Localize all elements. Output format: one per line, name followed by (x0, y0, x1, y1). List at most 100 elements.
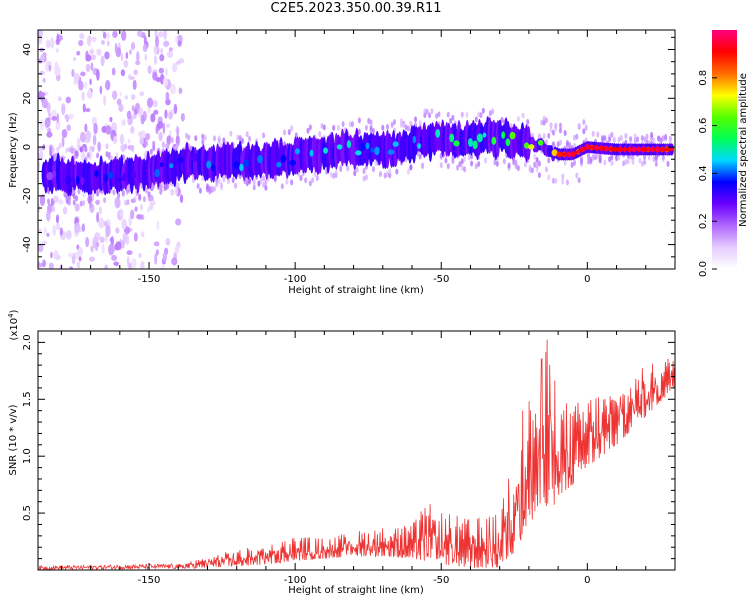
spectrogram-halo-cell (558, 139, 562, 146)
spectrogram-noise-cell (119, 91, 123, 97)
spectrogram-halo-cell (624, 133, 628, 140)
spectrogram-peak-cell (527, 144, 535, 150)
spectrogram-halo-cell (626, 158, 630, 165)
spectrogram-noise-cell (165, 238, 171, 246)
spectrogram-halo-cell (460, 158, 464, 165)
spectrogram-halo-cell (381, 124, 385, 131)
spectrogram-peak-cell (449, 133, 455, 143)
spectrogram-halo-cell (170, 137, 174, 144)
spectrogram-halo-cell (577, 177, 581, 184)
spectrogram-halo-cell (615, 155, 619, 162)
spectrogram-noise-cell (76, 261, 81, 269)
spectrogram-y-tick-label: 20 (22, 92, 33, 105)
spectrogram-halo-cell (56, 146, 60, 153)
spectrogram-core-cell (579, 148, 584, 152)
spectrogram-peak-cell (309, 149, 314, 157)
spectrogram-noise-cell (109, 116, 113, 123)
spectrogram-halo-cell (159, 188, 163, 195)
spectrogram-halo-cell (591, 130, 595, 137)
spectrogram-peak-cell (370, 147, 375, 153)
spectrogram-noise-cell (152, 200, 156, 206)
spectrogram-halo-cell (329, 171, 333, 178)
spectrogram-halo-cell (610, 131, 614, 138)
spectrogram-x-tick-label: -150 (138, 274, 161, 285)
spectrogram-halo-cell (371, 127, 375, 134)
spectrogram-noise-cell (128, 75, 135, 80)
spectrogram-noise-cell (115, 227, 120, 234)
spectrogram-halo-cell (259, 177, 263, 184)
spectrogram-halo-cell (364, 124, 368, 131)
spectrogram-halo-cell (227, 178, 231, 185)
spectrogram-halo-cell (554, 122, 558, 129)
spectrogram-halo-cell (570, 161, 574, 168)
colorbar-tick-label: 0.8 (698, 70, 709, 86)
spectrogram-halo-cell (451, 154, 455, 161)
spectrogram-halo-cell (332, 172, 336, 179)
spectrogram-peak-cell (80, 176, 85, 186)
spectrogram-noise-cell (169, 83, 176, 95)
spectrogram-noise-cell (152, 71, 158, 81)
spectrogram-halo-cell (346, 165, 350, 172)
spectrogram-noise-cell (55, 223, 61, 231)
spectrogram-halo-cell (290, 125, 294, 132)
spectrogram-halo-cell (638, 157, 642, 164)
spectrogram-noise-cell (39, 150, 44, 161)
snr-y-tick-label: 2.0 (22, 334, 33, 350)
spectrogram-halo-cell (390, 121, 394, 128)
spectrogram-noise-cell (131, 258, 137, 269)
spectrogram-halo-cell (495, 160, 499, 167)
spectrogram-halo-cell (198, 187, 202, 194)
spectrogram-noise-cell (43, 227, 48, 235)
spectrogram-peak-cell (276, 161, 282, 168)
spectrogram-halo-cell (145, 140, 149, 147)
spectrogram-noise-cell (136, 51, 140, 62)
spectrogram-noise-cell (105, 32, 110, 40)
spectrogram-halo-cell (350, 121, 354, 128)
spectrogram-noise-cell (78, 80, 84, 91)
spectrogram-peak-cell (551, 149, 558, 157)
spectrogram-noise-cell (161, 264, 165, 269)
spectrogram-noise-cell (130, 42, 136, 51)
spectrogram-halo-cell (215, 181, 219, 188)
spectrogram-noise-cell (158, 67, 165, 74)
spectrogram-noise-cell (90, 62, 94, 72)
spectrogram-noise-cell (140, 203, 143, 211)
spectrogram-noise-cell (157, 31, 164, 38)
spectrogram-noise-cell (96, 68, 100, 81)
spectrogram-halo-cell (668, 135, 672, 142)
spectrogram-noise-cell (101, 39, 105, 45)
spectrogram-halo-cell (369, 127, 373, 134)
spectrogram-noise-cell (46, 209, 51, 222)
spectrogram-noise-cell (55, 214, 60, 224)
spectrogram-halo-cell (315, 175, 319, 182)
spectrogram-peak-cell (94, 170, 99, 177)
spectrogram-halo-cell (91, 146, 95, 153)
spectrogram-halo-cell (142, 196, 146, 203)
spectrogram-noise-cell (123, 60, 129, 68)
spectrogram-noise-cell (165, 67, 168, 77)
spectrogram-halo-cell (533, 161, 537, 168)
spectrogram-halo-cell (201, 138, 205, 145)
spectrogram-noise-cell (126, 110, 132, 120)
spectrogram-halo-cell (437, 111, 441, 118)
spectrogram-halo-cell (336, 124, 340, 131)
spectrogram-noise-cell (171, 257, 178, 266)
spectrogram-noise-cell (88, 88, 92, 100)
spectrogram-noise-cell (55, 119, 61, 131)
spectrogram-peak-cell (346, 140, 352, 149)
spectrogram-noise-cell (174, 185, 178, 197)
spectrogram-noise-cell (154, 252, 158, 265)
spectrogram-halo-cell (493, 159, 497, 166)
spectrogram-noise-cell (39, 119, 45, 131)
spectrogram-halo-cell (547, 174, 551, 181)
spectrogram-halo-cell (378, 171, 382, 178)
spectrogram-core-cell (576, 149, 581, 154)
spectrogram-noise-cell (138, 252, 142, 259)
spectrogram-halo-cell (528, 167, 532, 174)
spectrogram-halo-cell (512, 159, 516, 166)
spectrogram-halo-cell (212, 135, 216, 142)
snr-y-tick-label: 0.5 (22, 505, 33, 521)
spectrogram-halo-cell (449, 117, 453, 124)
spectrogram-halo-cell (549, 126, 553, 133)
spectrogram-halo-cell (652, 156, 656, 163)
